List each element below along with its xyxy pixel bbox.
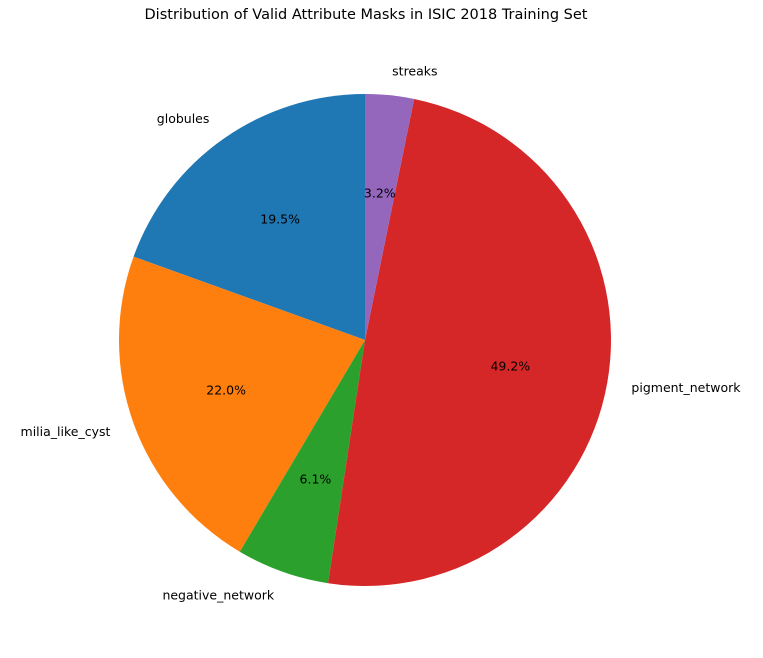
pie-slice-streaks bbox=[365, 94, 415, 340]
pct-label-globules: 19.5% bbox=[260, 212, 300, 227]
pie-slice-negative-network bbox=[239, 340, 365, 584]
pie-slice-globules bbox=[133, 94, 365, 340]
pie-slice-pigment-network bbox=[328, 98, 611, 586]
pie-slices bbox=[119, 94, 611, 586]
slice-label-globules: globules bbox=[157, 111, 210, 126]
pct-label-negative-network: 6.1% bbox=[300, 472, 332, 487]
pie-labels: 19.5% globules 22.0% milia_like_cyst 6.1% neg… bbox=[21, 63, 742, 602]
slice-label-milia-like-cyst: milia_like_cyst bbox=[21, 424, 111, 439]
slice-label-negative-network: negative_network bbox=[162, 587, 274, 602]
slice-label-pigment-network: pigment_network bbox=[631, 380, 741, 395]
pct-label-milia-like-cyst: 22.0% bbox=[206, 382, 246, 397]
chart-title: Distribution of Valid Attribute Masks in… bbox=[144, 7, 588, 23]
pct-label-pigment-network: 49.2% bbox=[490, 358, 530, 373]
pct-label-streaks: 3.2% bbox=[364, 186, 396, 201]
slice-label-streaks: streaks bbox=[392, 63, 437, 78]
pie-slice-milia-like-cyst bbox=[119, 256, 366, 552]
